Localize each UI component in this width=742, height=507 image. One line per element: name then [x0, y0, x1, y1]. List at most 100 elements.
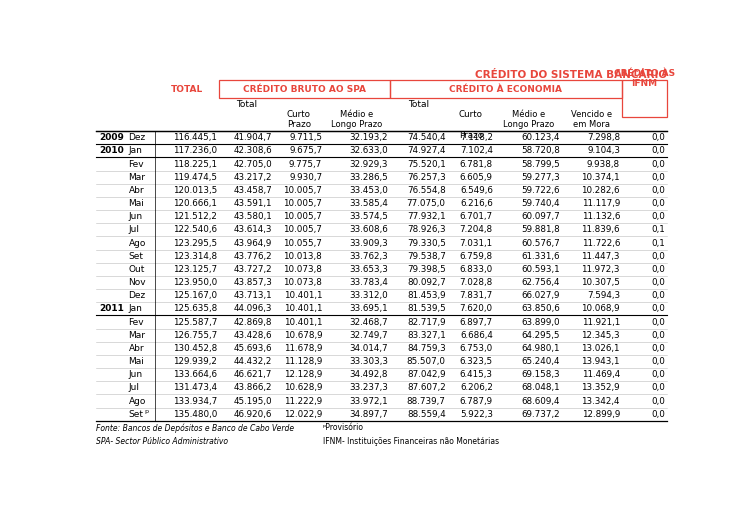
Text: 64.980,1: 64.980,1: [522, 344, 560, 353]
Text: 44.096,3: 44.096,3: [234, 304, 272, 313]
Text: 33.695,1: 33.695,1: [349, 304, 388, 313]
Text: 63.899,0: 63.899,0: [522, 317, 560, 327]
Text: Total: Total: [408, 100, 429, 110]
Text: ᵖProvisório: ᵖProvisório: [323, 423, 364, 432]
Text: 84.759,3: 84.759,3: [407, 344, 446, 353]
Text: 0,0: 0,0: [651, 370, 665, 379]
Text: 33.585,4: 33.585,4: [349, 199, 388, 208]
Text: 120.013,5: 120.013,5: [173, 186, 217, 195]
Text: 63.850,6: 63.850,6: [522, 304, 560, 313]
Text: 68.048,1: 68.048,1: [522, 383, 560, 392]
Text: 7.298,8: 7.298,8: [587, 133, 620, 142]
Text: 7.118,2: 7.118,2: [460, 133, 493, 142]
Text: 0,0: 0,0: [651, 212, 665, 221]
Text: CRÉDITO BRUTO AO SPA: CRÉDITO BRUTO AO SPA: [243, 85, 366, 94]
Text: 59.277,3: 59.277,3: [522, 173, 560, 182]
Text: 123.950,0: 123.950,0: [173, 278, 217, 287]
Text: 11.222,9: 11.222,9: [284, 396, 322, 406]
Text: 42.308,6: 42.308,6: [234, 147, 272, 155]
Text: 10.374,1: 10.374,1: [582, 173, 620, 182]
Text: 9.938,8: 9.938,8: [587, 160, 620, 168]
Text: 6.781,8: 6.781,8: [460, 160, 493, 168]
Text: 43.713,1: 43.713,1: [234, 291, 272, 300]
Text: 79.330,5: 79.330,5: [407, 238, 446, 247]
Text: 11.839,6: 11.839,6: [582, 225, 620, 234]
Text: 6.415,3: 6.415,3: [460, 370, 493, 379]
Text: 7.204,8: 7.204,8: [460, 225, 493, 234]
Text: 9.675,7: 9.675,7: [289, 147, 322, 155]
Text: 11.117,9: 11.117,9: [582, 199, 620, 208]
Text: 119.474,5: 119.474,5: [174, 173, 217, 182]
Text: 0,0: 0,0: [651, 383, 665, 392]
Text: 7.028,8: 7.028,8: [459, 278, 493, 287]
Text: 0,0: 0,0: [651, 186, 665, 195]
Text: 33.972,1: 33.972,1: [349, 396, 388, 406]
Text: 2011: 2011: [99, 304, 124, 313]
Text: 0,0: 0,0: [651, 278, 665, 287]
Text: 80.092,7: 80.092,7: [407, 278, 446, 287]
Text: 13.342,4: 13.342,4: [582, 396, 620, 406]
Text: 81.539,5: 81.539,5: [407, 304, 446, 313]
Text: 76.554,8: 76.554,8: [407, 186, 446, 195]
Text: Fev: Fev: [128, 160, 144, 168]
Text: 0,0: 0,0: [651, 251, 665, 261]
Text: 66.027,9: 66.027,9: [522, 291, 560, 300]
Text: 0,0: 0,0: [651, 173, 665, 182]
Text: 75.520,1: 75.520,1: [407, 160, 446, 168]
Text: 121.512,2: 121.512,2: [174, 212, 217, 221]
Text: Médio e
Longo Prazo: Médio e Longo Prazo: [502, 110, 554, 129]
Text: 34.897,7: 34.897,7: [349, 410, 388, 419]
Text: 43.458,7: 43.458,7: [233, 186, 272, 195]
Text: 6.216,6: 6.216,6: [460, 199, 493, 208]
Text: 7.831,7: 7.831,7: [459, 291, 493, 300]
Text: 10.068,9: 10.068,9: [582, 304, 620, 313]
Text: 13.026,1: 13.026,1: [582, 344, 620, 353]
Text: 10.628,9: 10.628,9: [283, 383, 322, 392]
Text: Jan: Jan: [128, 147, 142, 155]
Text: 6.753,0: 6.753,0: [459, 344, 493, 353]
Text: 33.286,5: 33.286,5: [349, 173, 388, 182]
Text: 0,0: 0,0: [651, 133, 665, 142]
Text: 43.591,1: 43.591,1: [234, 199, 272, 208]
Text: 0,0: 0,0: [651, 331, 665, 340]
Text: 11.678,9: 11.678,9: [283, 344, 322, 353]
Text: 12.022,9: 12.022,9: [283, 410, 322, 419]
Text: 0,0: 0,0: [651, 160, 665, 168]
Text: 125.167,0: 125.167,0: [174, 291, 217, 300]
Text: 135.480,0: 135.480,0: [173, 410, 217, 419]
Text: 10.401,1: 10.401,1: [283, 291, 322, 300]
Text: 74.927,4: 74.927,4: [407, 147, 446, 155]
Text: 123.295,5: 123.295,5: [174, 238, 217, 247]
Text: 45.195,0: 45.195,0: [234, 396, 272, 406]
Text: 0,0: 0,0: [651, 147, 665, 155]
Text: Mar: Mar: [128, 331, 145, 340]
Text: 0,1: 0,1: [651, 238, 665, 247]
Text: 125.635,8: 125.635,8: [173, 304, 217, 313]
Text: 0,0: 0,0: [651, 304, 665, 313]
Text: 10.005,7: 10.005,7: [283, 186, 322, 195]
Text: Jul: Jul: [128, 225, 139, 234]
Text: 6.323,5: 6.323,5: [460, 357, 493, 366]
Text: 9.711,5: 9.711,5: [289, 133, 322, 142]
Text: Fev: Fev: [128, 317, 144, 327]
Text: 11.921,1: 11.921,1: [582, 317, 620, 327]
Text: 33.453,0: 33.453,0: [349, 186, 388, 195]
Text: Curto
Prazo: Curto Prazo: [286, 110, 311, 129]
Bar: [219, 80, 390, 98]
Text: 46.621,7: 46.621,7: [234, 370, 272, 379]
Text: 43.428,6: 43.428,6: [234, 331, 272, 340]
Text: 10.005,7: 10.005,7: [283, 225, 322, 234]
Text: Mar: Mar: [128, 173, 145, 182]
Text: 60.097,7: 60.097,7: [522, 212, 560, 221]
Text: 6.605,9: 6.605,9: [460, 173, 493, 182]
Text: 125.587,7: 125.587,7: [173, 317, 217, 327]
Text: 74.540,4: 74.540,4: [407, 133, 446, 142]
Text: 43.857,3: 43.857,3: [233, 278, 272, 287]
Text: 6.701,7: 6.701,7: [460, 212, 493, 221]
Text: Curto

Prazo: Curto Prazo: [459, 111, 483, 140]
Text: 58.720,8: 58.720,8: [522, 147, 560, 155]
Text: Ago: Ago: [128, 238, 146, 247]
Text: 0,0: 0,0: [651, 199, 665, 208]
Text: 0,0: 0,0: [651, 291, 665, 300]
Text: 59.722,6: 59.722,6: [522, 186, 560, 195]
